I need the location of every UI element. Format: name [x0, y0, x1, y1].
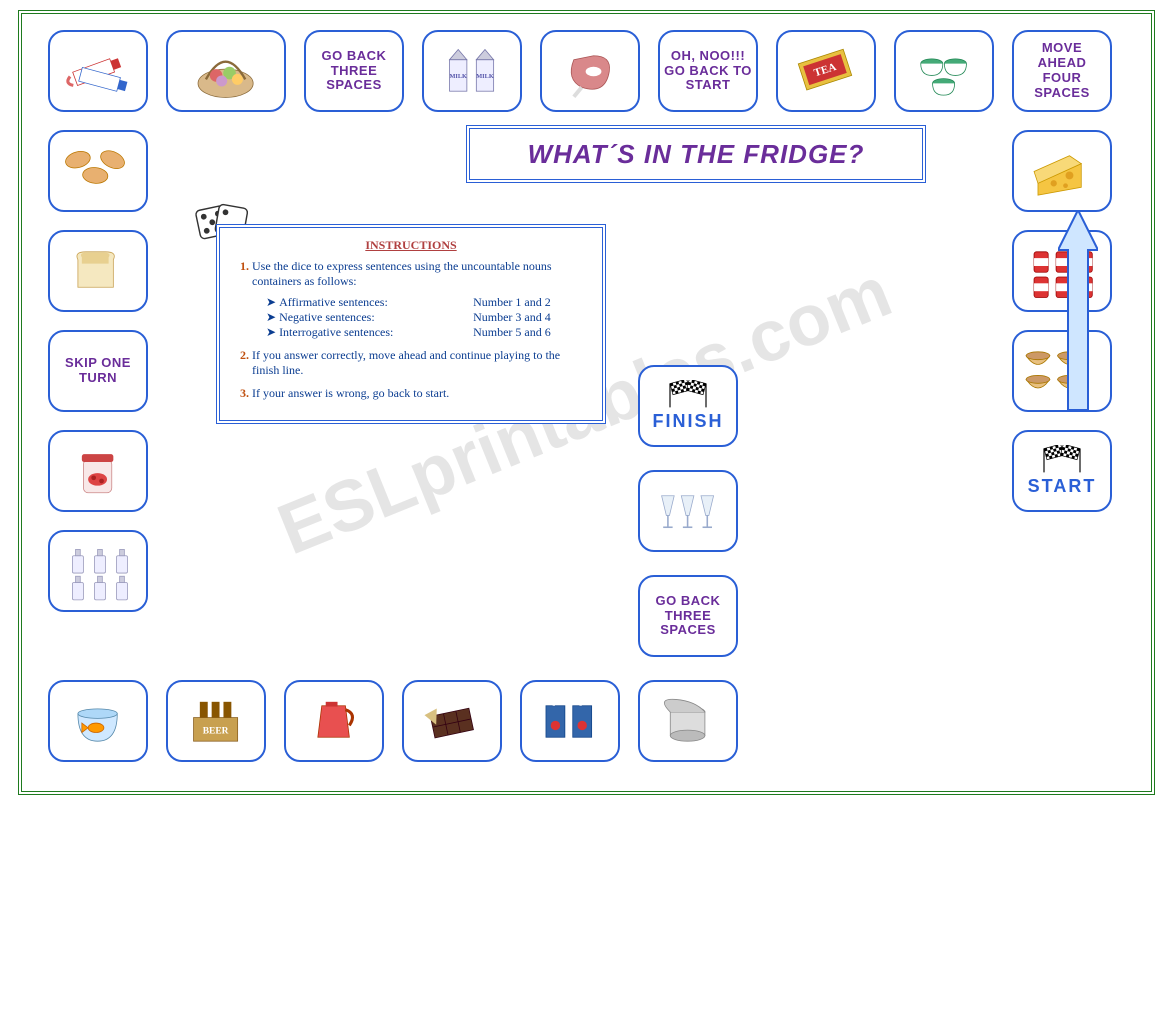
instructions-box: INSTRUCTIONS Use the dice to express sen… [216, 224, 606, 424]
tile-cheese[interactable] [1012, 130, 1112, 212]
sent-aff-label: Affirmative sentences: [279, 295, 459, 310]
tile-meat[interactable] [540, 30, 640, 112]
tile-finish[interactable]: FINISH [638, 365, 738, 447]
board-page: ESLprintables.com GO BACK THREE SPACESMI… [0, 0, 1169, 821]
tile-tuna[interactable] [638, 680, 738, 762]
sent-aff-num: Number 1 and 2 [473, 295, 551, 310]
game-title: WHAT´S IN THE FRIDGE? [528, 139, 865, 170]
svg-text:MILK: MILK [450, 72, 468, 79]
sent-neg-label: Negative sentences: [279, 310, 459, 325]
instruction-2: If you answer correctly, move ahead and … [252, 348, 588, 378]
svg-text:MILK: MILK [477, 72, 495, 79]
game-title-box: WHAT´S IN THE FRIDGE? [466, 125, 926, 183]
tile-start[interactable]: START [1012, 430, 1112, 512]
instructions-list: Use the dice to express sentences using … [234, 259, 588, 401]
tile-tea[interactable]: TEA [776, 30, 876, 112]
tile-fruit-basket[interactable] [166, 30, 286, 112]
svg-text:BEER: BEER [203, 726, 229, 736]
instruction-1-text: Use the dice to express sentences using … [252, 259, 552, 288]
sent-int-num: Number 5 and 6 [473, 325, 551, 340]
tile-fish[interactable] [48, 680, 148, 762]
tile-beer[interactable]: BEER [166, 680, 266, 762]
tile-skip[interactable]: SKIP ONE TURN [48, 330, 148, 412]
tile-toothpaste[interactable] [48, 30, 148, 112]
tile-glasses[interactable] [638, 470, 738, 552]
tile-toast[interactable] [48, 230, 148, 312]
tile-bread[interactable] [48, 130, 148, 212]
tile-milk[interactable]: MILK MILK [422, 30, 522, 112]
instruction-1: Use the dice to express sentences using … [252, 259, 588, 340]
tile-juice[interactable] [520, 680, 620, 762]
tile-bottles[interactable] [48, 530, 148, 612]
tile-jug[interactable] [284, 680, 384, 762]
tile-goback3-mid[interactable]: GO BACK THREE SPACES [638, 575, 738, 657]
instruction-3: If your answer is wrong, go back to star… [252, 386, 588, 401]
sent-int-label: Interrogative sentences: [279, 325, 459, 340]
direction-arrow-icon [1058, 210, 1098, 415]
tile-move4[interactable]: MOVE AHEAD FOUR SPACES [1012, 30, 1112, 112]
instructions-header: INSTRUCTIONS [234, 238, 588, 253]
tile-goback-start[interactable]: OH, NOO!!! GO BACK TO START [658, 30, 758, 112]
tile-jam[interactable] [48, 430, 148, 512]
tile-soup[interactable] [894, 30, 994, 112]
tile-goback3-top[interactable]: GO BACK THREE SPACES [304, 30, 404, 112]
tile-choc[interactable] [402, 680, 502, 762]
sent-neg-num: Number 3 and 4 [473, 310, 551, 325]
